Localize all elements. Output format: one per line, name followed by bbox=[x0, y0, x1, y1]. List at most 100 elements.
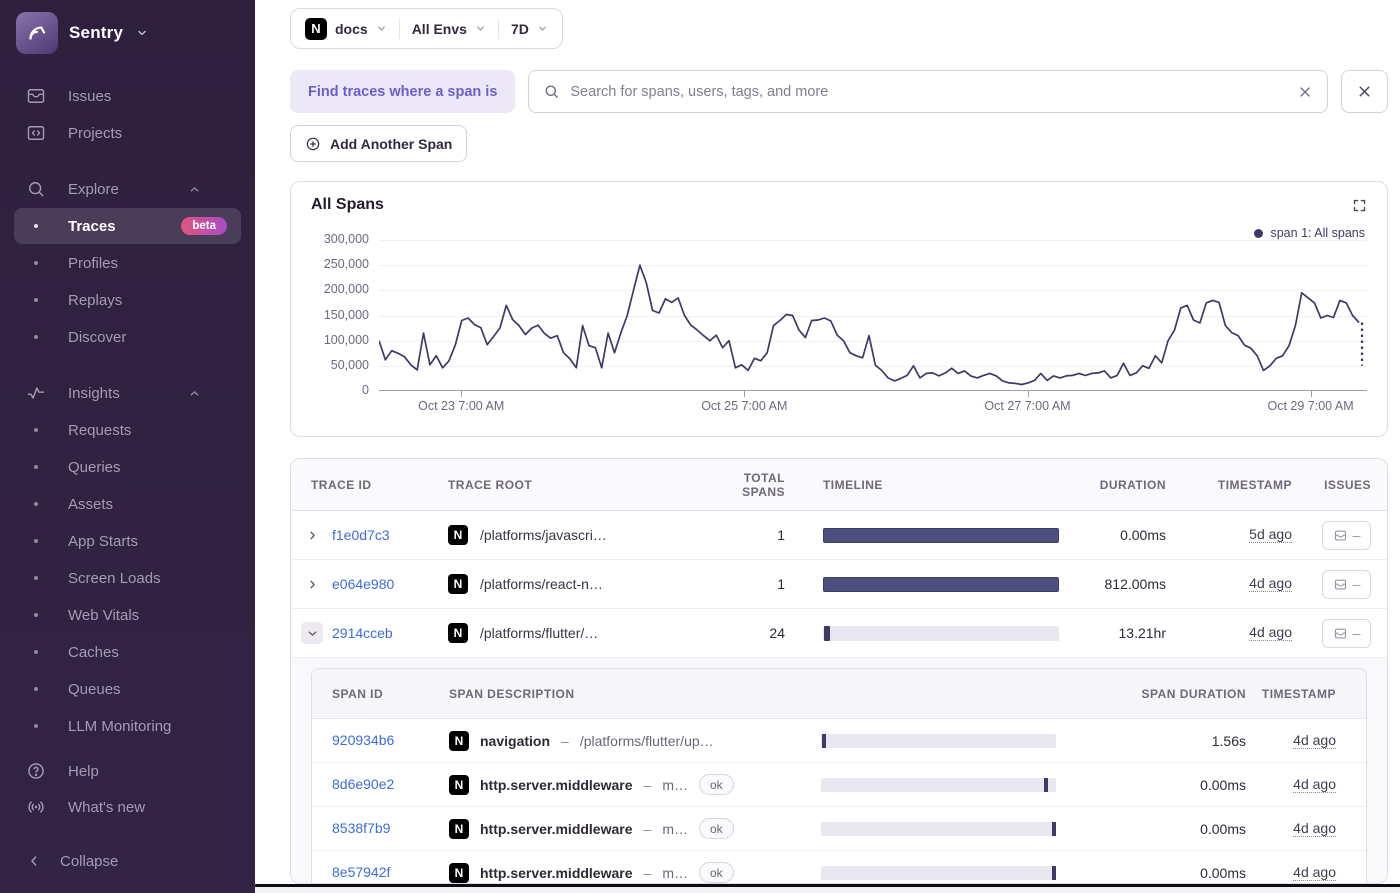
span-timeline-track bbox=[821, 821, 1057, 836]
trace-row[interactable]: 2914cceb N/platforms/flutter/… 24 13.21h… bbox=[291, 609, 1387, 658]
span-timestamp-value[interactable]: 4d ago bbox=[1293, 775, 1336, 792]
clear-search-icon[interactable] bbox=[1297, 84, 1313, 100]
span-timestamp-value[interactable]: 4d ago bbox=[1293, 863, 1336, 880]
col-span-description: SPAN DESCRIPTION bbox=[449, 686, 575, 701]
separator: – bbox=[643, 776, 652, 793]
sidebar-collapse-button[interactable]: Collapse bbox=[14, 843, 241, 879]
span-id-link[interactable]: 8538f7b9 bbox=[332, 819, 391, 836]
span-search-input[interactable] bbox=[570, 83, 1287, 100]
span-timestamp-value[interactable]: 4d ago bbox=[1293, 819, 1336, 836]
expanded-trace-section: SPAN ID SPAN DESCRIPTION SPAN DURATION T… bbox=[291, 658, 1387, 883]
org-switcher[interactable]: Sentry bbox=[16, 12, 241, 54]
expand-chart-icon[interactable] bbox=[1352, 198, 1367, 213]
bullet-icon bbox=[34, 224, 38, 228]
trace-row[interactable]: f1e0d7c3 N/platforms/javascri… 1 0.00ms … bbox=[291, 511, 1387, 560]
trace-id-link[interactable]: f1e0d7c3 bbox=[332, 527, 390, 543]
environment-selector-label: All Envs bbox=[411, 20, 467, 37]
sidebar-item-requests[interactable]: Requests bbox=[14, 412, 241, 448]
whats-new-icon bbox=[28, 801, 44, 813]
sidebar-item-profiles[interactable]: Profiles bbox=[14, 245, 241, 281]
y-axis-tick: 200,000 bbox=[323, 282, 369, 297]
sidebar-item-traces[interactable]: Traces beta bbox=[14, 208, 241, 244]
sidebar-item-caches[interactable]: Caches bbox=[14, 634, 241, 670]
span-search-box[interactable] bbox=[528, 70, 1328, 113]
total-spans-value: 1 bbox=[777, 576, 785, 592]
date-range-selector[interactable]: 7D bbox=[511, 21, 548, 37]
circle-plus-icon bbox=[305, 136, 321, 152]
timestamp-value[interactable]: 4d ago bbox=[1249, 575, 1292, 591]
date-range-label: 7D bbox=[510, 20, 529, 37]
issues-empty-value: – bbox=[1352, 527, 1361, 543]
sidebar-item-label: Help bbox=[68, 762, 99, 780]
x-axis-tick-mark bbox=[744, 391, 746, 397]
project-selector[interactable]: N docs bbox=[305, 17, 387, 40]
sidebar-item-replays[interactable]: Replays bbox=[14, 282, 241, 318]
span-timestamp-value[interactable]: 4d ago bbox=[1293, 731, 1336, 748]
span-description: m… bbox=[662, 776, 688, 793]
chevron-down-icon bbox=[136, 27, 148, 39]
help-icon bbox=[28, 763, 44, 779]
sidebar-section-insights[interactable]: Insights bbox=[14, 375, 241, 411]
add-another-span-button[interactable]: Add Another Span bbox=[290, 125, 468, 162]
timestamp-value[interactable]: 5d ago bbox=[1249, 526, 1292, 542]
insights-icon bbox=[27, 387, 45, 399]
span-filter-row: Find traces where a span is bbox=[290, 70, 1388, 113]
sidebar-item-label: Requests bbox=[68, 421, 132, 439]
sidebar-item-label: Projects bbox=[68, 124, 123, 142]
span-id-link[interactable]: 8d6e90e2 bbox=[332, 775, 395, 792]
span-status-badge: ok bbox=[698, 774, 734, 795]
sidebar-item-issues[interactable]: Issues bbox=[14, 78, 241, 114]
nextjs-platform-icon: N bbox=[449, 818, 469, 839]
span-description: m… bbox=[662, 820, 688, 837]
col-trace-id: TRACE ID bbox=[311, 477, 372, 492]
chart-plot-area bbox=[379, 240, 1367, 391]
sidebar-item-discover[interactable]: Discover bbox=[14, 319, 241, 355]
sidebar-item-label: Discover bbox=[68, 328, 127, 346]
span-id-link[interactable]: 8e57942f bbox=[332, 863, 391, 880]
issues-empty-value: – bbox=[1352, 576, 1361, 592]
traces-table-panel: TRACE ID TRACE ROOT TOTAL SPANS TIMELINE… bbox=[290, 458, 1388, 884]
issues-icon bbox=[27, 89, 45, 103]
col-issues: ISSUES bbox=[1324, 477, 1371, 492]
span-op: http.server.middleware bbox=[480, 776, 633, 793]
bullet-icon bbox=[34, 428, 38, 432]
sidebar-item-label: What's new bbox=[68, 798, 146, 816]
sidebar-item-what-s-new[interactable]: What's new bbox=[14, 789, 241, 825]
span-id-link[interactable]: 920934b6 bbox=[332, 731, 395, 748]
trace-id-link[interactable]: e064e980 bbox=[332, 576, 395, 592]
remove-span-filter-button[interactable] bbox=[1341, 70, 1388, 113]
timestamp-value[interactable]: 4d ago bbox=[1249, 624, 1292, 640]
collapse-trace-button[interactable] bbox=[301, 622, 323, 644]
col-trace-root: TRACE ROOT bbox=[448, 477, 533, 492]
project-selector-label: docs bbox=[335, 20, 368, 37]
org-name: Sentry bbox=[69, 23, 124, 42]
sidebar-item-web-vitals[interactable]: Web Vitals bbox=[14, 597, 241, 633]
issues-count-button[interactable]: – bbox=[1322, 618, 1371, 648]
search-icon bbox=[543, 83, 560, 100]
expand-trace-button[interactable] bbox=[301, 573, 323, 595]
sidebar-item-screen-loads[interactable]: Screen Loads bbox=[14, 560, 241, 596]
sidebar-item-queues[interactable]: Queues bbox=[14, 671, 241, 707]
sidebar-item-llm-monitoring[interactable]: LLM Monitoring bbox=[14, 708, 241, 744]
issues-count-button[interactable]: – bbox=[1322, 569, 1371, 599]
sidebar-section-explore[interactable]: Explore bbox=[14, 171, 241, 207]
sidebar-item-assets[interactable]: Assets bbox=[14, 486, 241, 522]
sidebar-section-label: Explore bbox=[68, 180, 119, 198]
sidebar-item-projects[interactable]: Projects bbox=[14, 115, 241, 151]
trace-id-link[interactable]: 2914cceb bbox=[332, 625, 393, 641]
y-axis-tick: 50,000 bbox=[330, 357, 369, 372]
issues-count-button[interactable]: – bbox=[1322, 520, 1371, 550]
line-chart[interactable]: span 1: All spans 0 50,000 100,000 150,000 2… bbox=[311, 226, 1367, 422]
environment-selector[interactable]: All Envs bbox=[412, 21, 486, 37]
expand-trace-button[interactable] bbox=[301, 524, 323, 546]
sidebar-item-app-starts[interactable]: App Starts bbox=[14, 523, 241, 559]
duration-value: 0.00ms bbox=[1120, 527, 1166, 543]
trace-row[interactable]: e064e980 N/platforms/react-n… 1 812.00ms… bbox=[291, 560, 1387, 609]
chevron-down-icon bbox=[537, 23, 548, 34]
sidebar-item-help[interactable]: Help bbox=[14, 753, 241, 789]
sidebar-item-queries[interactable]: Queries bbox=[14, 449, 241, 485]
